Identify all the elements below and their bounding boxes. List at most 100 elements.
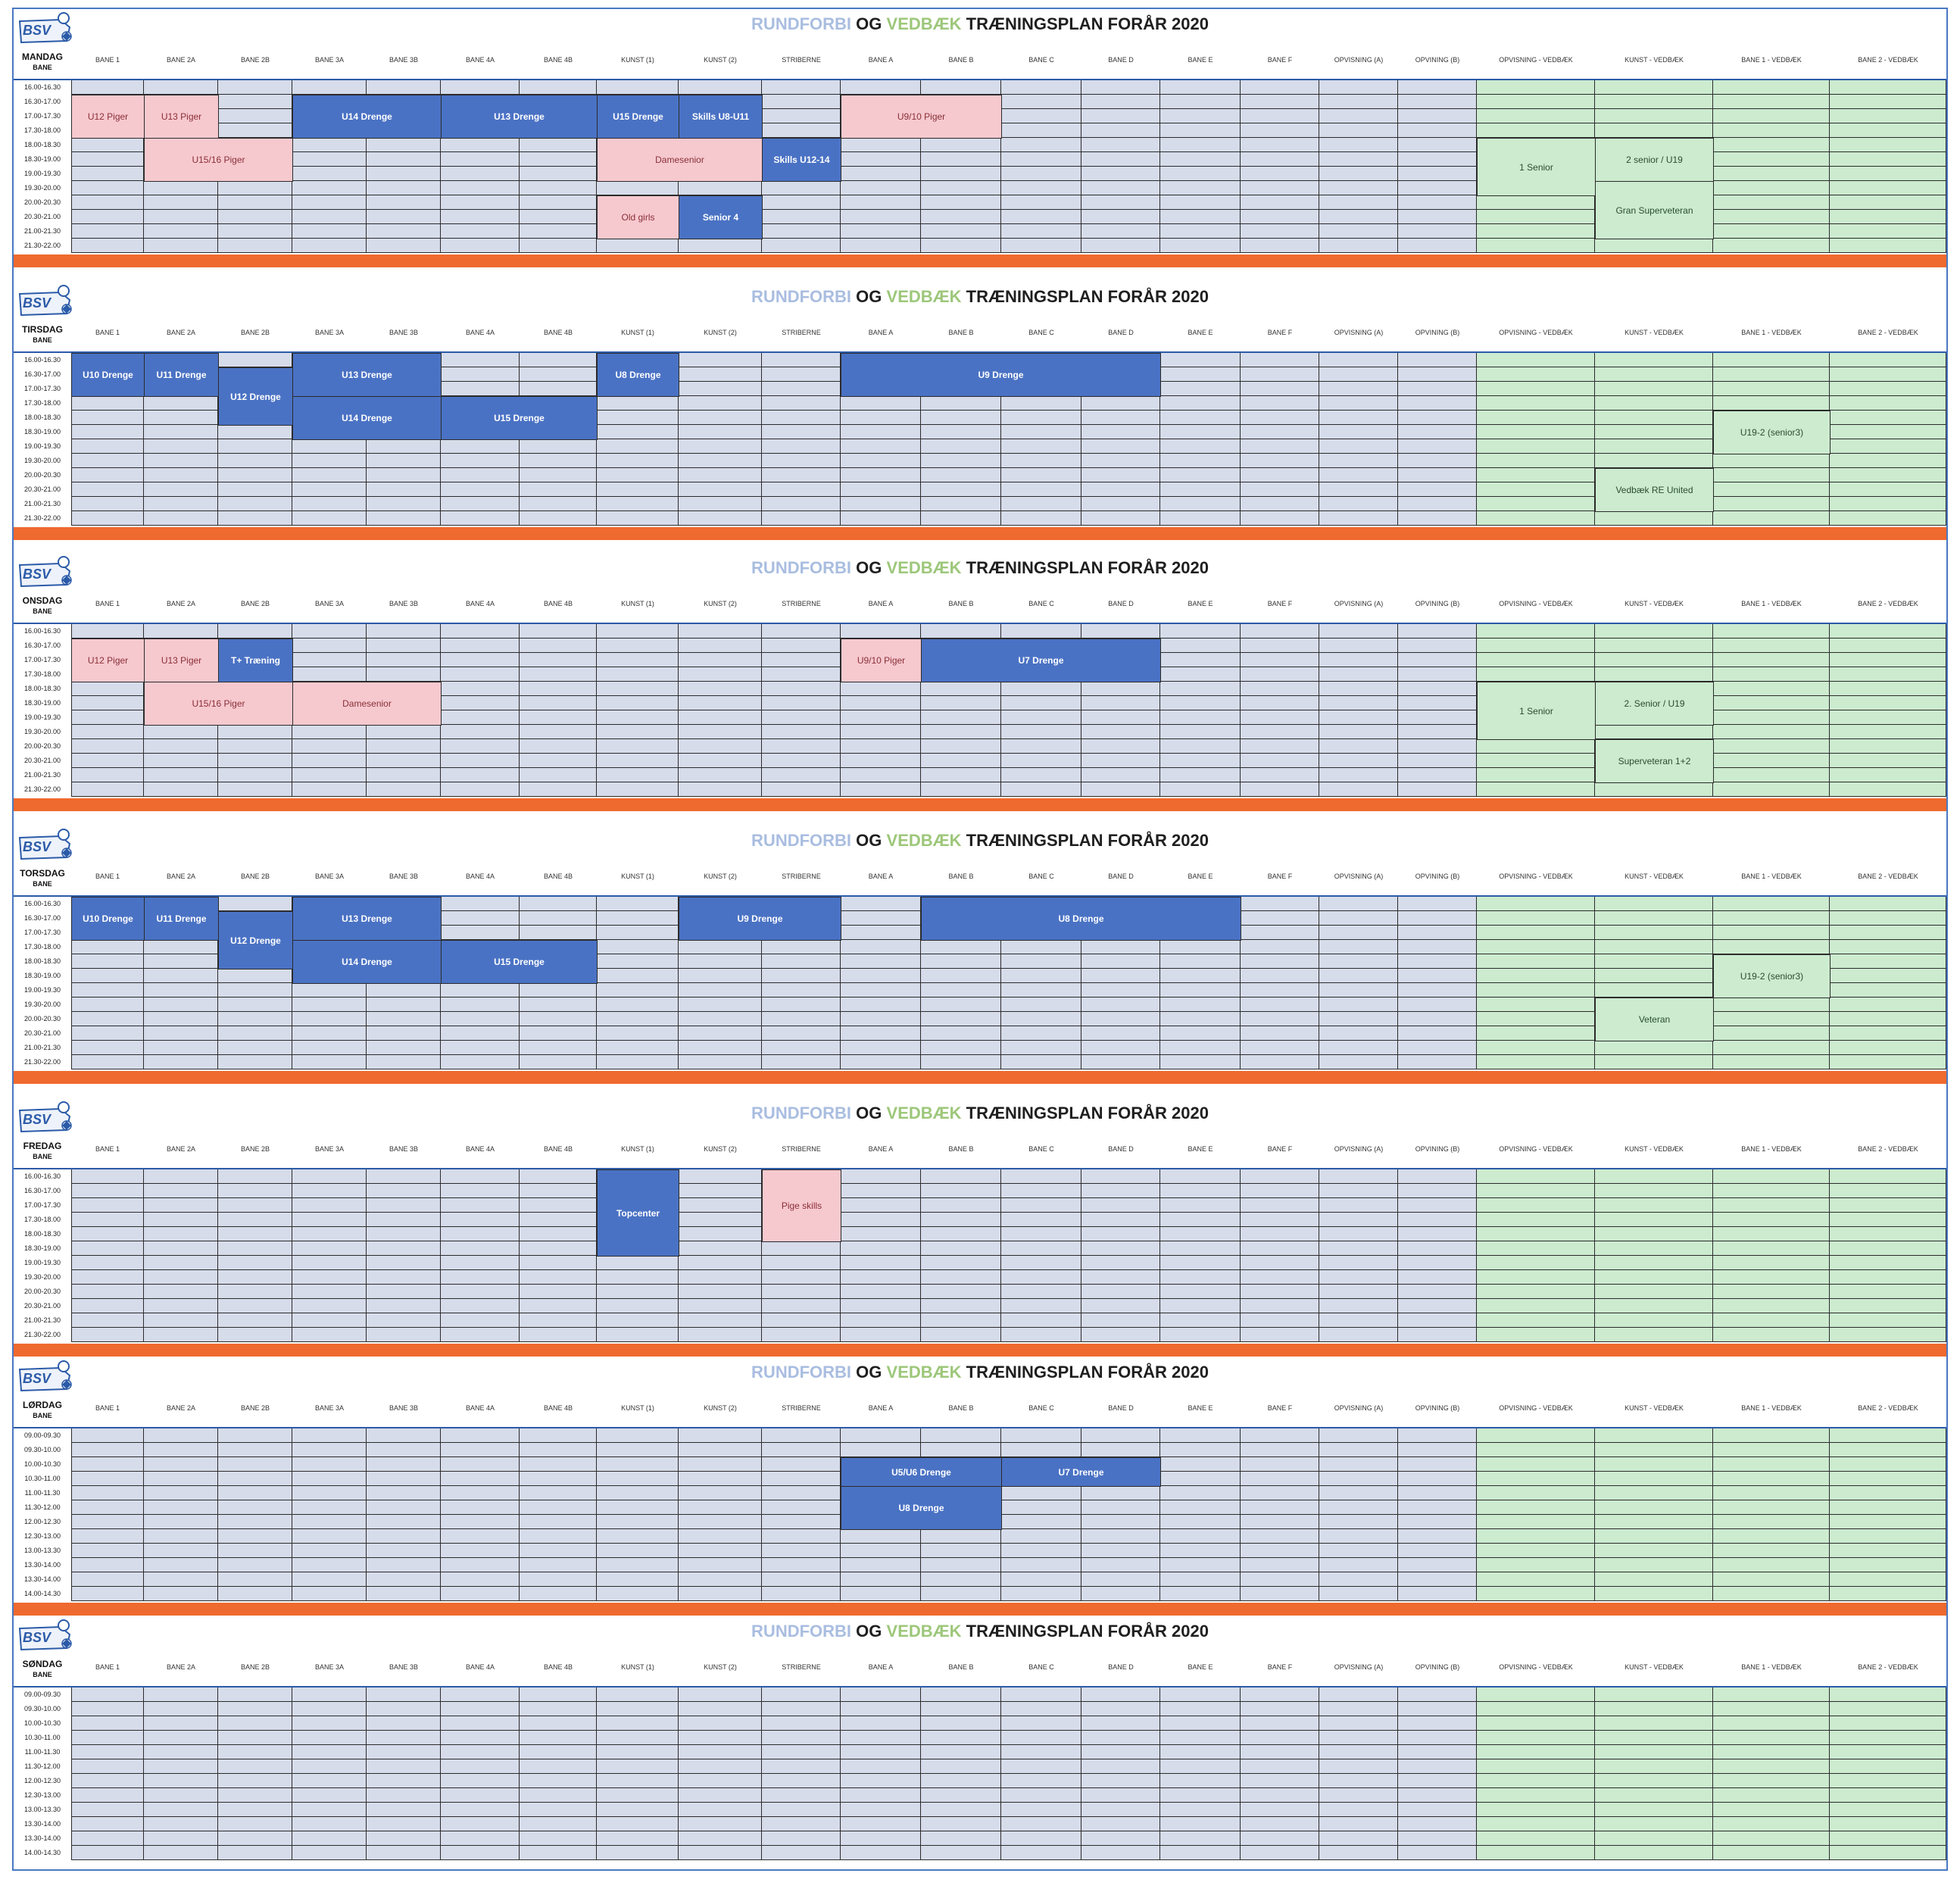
schedule-cell[interactable] bbox=[441, 1457, 520, 1472]
schedule-cell[interactable] bbox=[1081, 468, 1160, 482]
schedule-cell[interactable] bbox=[367, 1198, 441, 1213]
training-block[interactable]: 2 senior / U19 bbox=[1595, 138, 1714, 182]
schedule-cell[interactable] bbox=[679, 1055, 762, 1069]
schedule-cell[interactable] bbox=[597, 1716, 679, 1731]
schedule-cell[interactable] bbox=[367, 1716, 441, 1731]
schedule-cell[interactable] bbox=[1241, 1500, 1319, 1515]
schedule-cell[interactable] bbox=[1830, 1256, 1946, 1270]
schedule-cell[interactable] bbox=[1081, 940, 1160, 954]
schedule-cell[interactable] bbox=[762, 969, 841, 983]
schedule-cell[interactable] bbox=[1081, 1486, 1160, 1500]
schedule-cell[interactable] bbox=[292, 195, 367, 210]
schedule-cell[interactable] bbox=[921, 754, 1001, 768]
schedule-cell[interactable] bbox=[1241, 1428, 1319, 1443]
schedule-cell[interactable] bbox=[144, 511, 218, 526]
schedule-cell[interactable] bbox=[1398, 1169, 1477, 1184]
schedule-cell[interactable] bbox=[367, 1299, 441, 1313]
schedule-cell[interactable] bbox=[367, 210, 441, 224]
schedule-cell[interactable] bbox=[292, 998, 367, 1012]
schedule-cell[interactable] bbox=[1081, 710, 1160, 725]
schedule-cell[interactable] bbox=[1241, 1803, 1319, 1817]
schedule-cell[interactable] bbox=[1081, 1803, 1160, 1817]
schedule-cell[interactable] bbox=[1160, 1299, 1241, 1313]
schedule-cell[interactable] bbox=[841, 439, 921, 454]
schedule-cell[interactable] bbox=[1398, 1788, 1477, 1803]
schedule-cell[interactable] bbox=[1160, 109, 1241, 123]
schedule-cell[interactable] bbox=[1398, 353, 1477, 367]
schedule-cell[interactable] bbox=[1081, 1500, 1160, 1515]
schedule-cell[interactable] bbox=[1160, 954, 1241, 969]
schedule-cell[interactable] bbox=[292, 224, 367, 239]
schedule-cell[interactable] bbox=[597, 1731, 679, 1745]
schedule-cell[interactable] bbox=[841, 1299, 921, 1313]
schedule-cell[interactable] bbox=[1001, 181, 1081, 195]
schedule-cell[interactable] bbox=[1081, 1256, 1160, 1270]
schedule-cell[interactable] bbox=[762, 1731, 841, 1745]
schedule-cell[interactable] bbox=[1319, 1270, 1398, 1285]
schedule-cell[interactable] bbox=[1713, 511, 1830, 526]
schedule-cell[interactable] bbox=[1830, 768, 1946, 782]
schedule-cell[interactable] bbox=[218, 1055, 292, 1069]
schedule-cell[interactable] bbox=[441, 1831, 520, 1846]
schedule-cell[interactable] bbox=[1398, 224, 1477, 239]
schedule-cell[interactable] bbox=[71, 1299, 144, 1313]
schedule-cell[interactable] bbox=[1241, 167, 1319, 181]
schedule-cell[interactable] bbox=[1398, 152, 1477, 167]
schedule-cell[interactable] bbox=[841, 138, 921, 152]
schedule-cell[interactable] bbox=[441, 1731, 520, 1745]
schedule-cell[interactable] bbox=[292, 1026, 367, 1041]
schedule-cell[interactable] bbox=[762, 1788, 841, 1803]
schedule-cell[interactable] bbox=[441, 1544, 520, 1558]
schedule-cell[interactable] bbox=[921, 210, 1001, 224]
schedule-cell[interactable] bbox=[441, 1529, 520, 1544]
schedule-cell[interactable] bbox=[520, 497, 597, 511]
schedule-cell[interactable] bbox=[367, 152, 441, 167]
schedule-cell[interactable] bbox=[71, 696, 144, 710]
schedule-cell[interactable] bbox=[1241, 1529, 1319, 1544]
schedule-cell[interactable] bbox=[762, 1587, 841, 1601]
schedule-cell[interactable] bbox=[1319, 954, 1398, 969]
schedule-cell[interactable] bbox=[1595, 897, 1713, 911]
schedule-cell[interactable] bbox=[679, 239, 762, 253]
schedule-cell[interactable] bbox=[679, 1328, 762, 1342]
training-block[interactable]: Topcenter bbox=[597, 1169, 679, 1257]
schedule-cell[interactable] bbox=[367, 1457, 441, 1472]
schedule-cell[interactable] bbox=[841, 224, 921, 239]
schedule-cell[interactable] bbox=[1477, 1328, 1595, 1342]
schedule-cell[interactable] bbox=[1713, 80, 1830, 95]
schedule-cell[interactable] bbox=[1319, 1788, 1398, 1803]
schedule-cell[interactable] bbox=[1595, 1313, 1713, 1328]
schedule-cell[interactable] bbox=[1319, 754, 1398, 768]
schedule-cell[interactable] bbox=[597, 710, 679, 725]
schedule-cell[interactable] bbox=[1319, 224, 1398, 239]
schedule-cell[interactable] bbox=[1477, 109, 1595, 123]
schedule-cell[interactable] bbox=[762, 1443, 841, 1457]
schedule-cell[interactable] bbox=[1001, 1731, 1081, 1745]
schedule-cell[interactable] bbox=[218, 1515, 292, 1529]
schedule-cell[interactable] bbox=[1477, 80, 1595, 95]
schedule-cell[interactable] bbox=[1398, 138, 1477, 152]
schedule-cell[interactable] bbox=[1319, 926, 1398, 940]
schedule-cell[interactable] bbox=[1398, 897, 1477, 911]
schedule-cell[interactable] bbox=[841, 1285, 921, 1299]
schedule-cell[interactable] bbox=[1160, 1558, 1241, 1572]
schedule-cell[interactable] bbox=[71, 1428, 144, 1443]
schedule-cell[interactable] bbox=[1160, 1472, 1241, 1486]
schedule-cell[interactable] bbox=[1830, 911, 1946, 926]
schedule-cell[interactable] bbox=[1713, 138, 1830, 152]
schedule-cell[interactable] bbox=[1001, 511, 1081, 526]
schedule-cell[interactable] bbox=[71, 1831, 144, 1846]
schedule-cell[interactable] bbox=[597, 940, 679, 954]
schedule-cell[interactable] bbox=[679, 638, 762, 653]
schedule-cell[interactable] bbox=[1160, 95, 1241, 109]
schedule-cell[interactable] bbox=[1241, 725, 1319, 739]
schedule-cell[interactable] bbox=[921, 1285, 1001, 1299]
schedule-cell[interactable] bbox=[1319, 454, 1398, 468]
schedule-cell[interactable] bbox=[1398, 1428, 1477, 1443]
schedule-cell[interactable] bbox=[1001, 624, 1081, 638]
schedule-cell[interactable] bbox=[1713, 95, 1830, 109]
schedule-cell[interactable] bbox=[144, 1846, 218, 1860]
schedule-cell[interactable] bbox=[292, 638, 367, 653]
schedule-cell[interactable] bbox=[441, 1055, 520, 1069]
schedule-cell[interactable] bbox=[841, 926, 921, 940]
